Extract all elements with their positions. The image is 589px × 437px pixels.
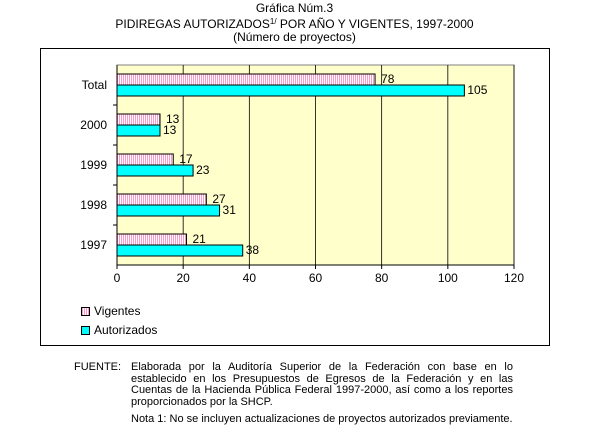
chart-title-line-1: Gráfica Núm.3 xyxy=(255,1,334,15)
data-label-autorizados: 23 xyxy=(196,163,210,177)
source-text: Elaborada por la Auditoría Superior de l… xyxy=(131,361,513,408)
chart-title-line-2: PIDIREGAS AUTORIZADOS1/ POR AÑO Y VIGENT… xyxy=(0,15,589,31)
y-category-label: 2000 xyxy=(80,118,107,132)
bar-vigentes xyxy=(116,233,187,246)
x-tick-label: 120 xyxy=(504,271,524,285)
source-note: Nota 1: No se incluyen actualizaciones d… xyxy=(131,413,513,425)
y-category-label: 1999 xyxy=(80,158,107,172)
data-label-vigentes: 17 xyxy=(179,152,193,166)
y-category-label: 1997 xyxy=(80,238,107,252)
bar-autorizados xyxy=(116,84,465,97)
bar-vigentes xyxy=(116,153,174,166)
bar-vigentes xyxy=(116,113,161,126)
data-label-vigentes: 78 xyxy=(381,72,395,86)
chart-title-block: Gráfica Núm.3 PIDIREGAS AUTORIZADOS1/ PO… xyxy=(0,2,589,44)
bar-autorizados xyxy=(116,124,161,137)
source-label: FUENTE: xyxy=(74,361,122,373)
chart-title-suffix: POR AÑO Y VIGENTES, 1997-2000 xyxy=(276,17,474,31)
data-label-autorizados: 38 xyxy=(246,243,260,257)
chart-subtitle: (Número de proyectos) xyxy=(233,30,356,44)
legend-label-autorizados: Autorizados xyxy=(94,323,158,337)
data-label-autorizados: 13 xyxy=(163,123,177,137)
legend-label-vigentes: Vigentes xyxy=(94,304,141,318)
data-label-autorizados: 31 xyxy=(223,203,237,217)
bar-autorizados xyxy=(116,164,194,177)
chart-title-superscript: 1/ xyxy=(269,17,277,26)
bar-vigentes xyxy=(116,193,207,206)
x-tick-label: 20 xyxy=(176,271,190,285)
legend-swatch-vigentes xyxy=(81,306,90,316)
y-category-label: Total xyxy=(82,78,107,92)
chart-title-main: PIDIREGAS AUTORIZADOS xyxy=(115,17,270,31)
bar-autorizados xyxy=(116,244,244,257)
bar-vigentes xyxy=(116,73,376,86)
x-tick-label: 60 xyxy=(309,271,323,285)
bar-autorizados xyxy=(116,204,221,217)
legend-item-vigentes: Vigentes xyxy=(81,304,140,318)
legend-swatch-autorizados xyxy=(81,325,90,335)
chart-area: 0 20 40 60 80 100 120 Total 78 105 2000 13 13 1999 17 2… xyxy=(40,48,550,346)
y-category-label: 1998 xyxy=(80,198,107,212)
x-tick-label: 40 xyxy=(243,271,257,285)
x-tick-label: 100 xyxy=(438,271,458,285)
data-label-autorizados: 105 xyxy=(467,83,487,97)
data-label-vigentes: 21 xyxy=(192,232,206,246)
legend-item-autorizados: Autorizados xyxy=(81,323,157,337)
x-tick-label: 0 xyxy=(114,271,121,285)
x-tick-label: 80 xyxy=(375,271,389,285)
data-label-vigentes: 13 xyxy=(166,112,180,126)
data-label-vigentes: 27 xyxy=(212,192,226,206)
